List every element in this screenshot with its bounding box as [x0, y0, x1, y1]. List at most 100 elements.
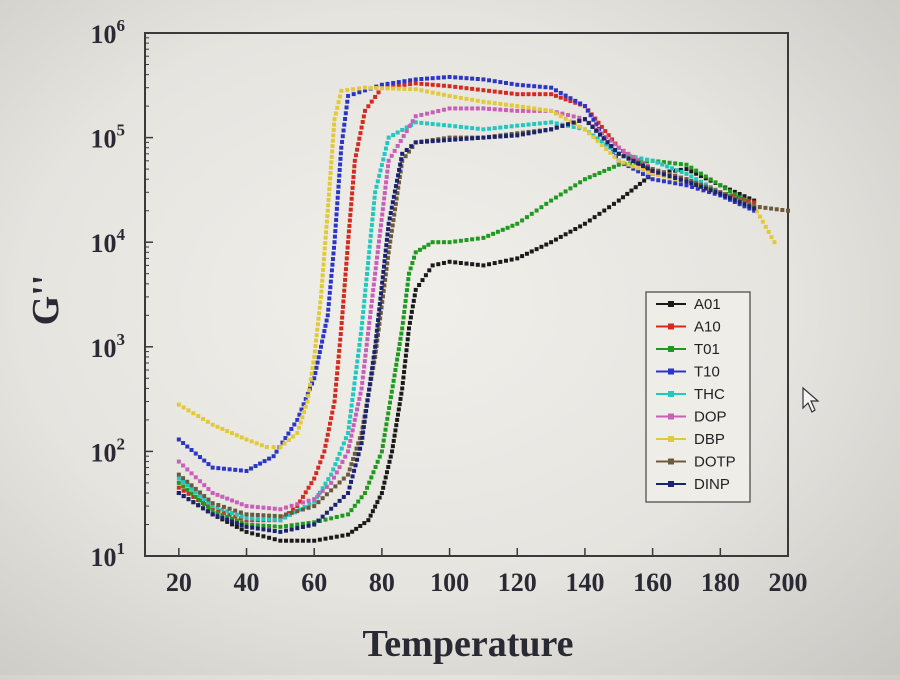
data-point	[295, 502, 300, 507]
data-point	[447, 240, 452, 245]
data-point	[678, 175, 683, 180]
data-point	[607, 205, 612, 210]
data-point	[255, 532, 260, 537]
data-point	[333, 223, 338, 228]
data-point	[327, 187, 332, 192]
data-point	[385, 169, 390, 174]
data-point	[509, 103, 514, 108]
data-point	[703, 186, 708, 191]
data-point	[349, 196, 354, 201]
data-point	[332, 240, 337, 245]
data-point	[336, 354, 341, 359]
data-point	[549, 120, 554, 125]
data-point	[193, 486, 198, 491]
data-point	[372, 350, 377, 355]
data-point	[325, 313, 330, 318]
data-point	[549, 198, 554, 203]
data-point	[370, 366, 375, 371]
legend-label: DOP	[694, 409, 727, 426]
data-point	[202, 483, 207, 488]
data-point	[233, 508, 238, 513]
data-point	[193, 490, 198, 495]
data-point	[383, 475, 388, 480]
data-point	[234, 433, 239, 438]
data-point	[578, 224, 583, 229]
data-point	[362, 88, 367, 93]
legend: A01 A10 T01 T10 THC DOP DBP DOTP DINP	[645, 291, 751, 503]
data-point	[316, 465, 321, 470]
data-point	[332, 234, 337, 239]
data-point	[393, 368, 398, 373]
data-point	[391, 86, 396, 91]
data-point	[234, 512, 239, 517]
data-point	[332, 117, 337, 122]
data-point	[333, 111, 338, 116]
data-point	[249, 439, 254, 444]
data-point	[389, 389, 394, 394]
data-point	[383, 253, 388, 258]
data-point	[640, 168, 645, 173]
data-point	[312, 522, 317, 527]
data-point	[549, 108, 554, 113]
data-point	[334, 206, 339, 211]
data-point	[234, 500, 239, 505]
data-point	[360, 375, 365, 380]
data-point	[295, 509, 300, 514]
data-point	[391, 218, 396, 223]
data-point	[239, 527, 244, 532]
data-point	[492, 126, 497, 131]
data-point	[298, 499, 303, 504]
data-point	[354, 526, 359, 531]
data-point	[690, 184, 695, 189]
data-point	[324, 219, 329, 224]
data-point	[324, 484, 329, 489]
data-point	[371, 282, 376, 287]
data-point	[492, 107, 497, 112]
data-point	[343, 277, 348, 282]
data-point	[353, 153, 358, 158]
data-point	[330, 262, 335, 267]
data-point	[349, 462, 354, 467]
data-point	[689, 165, 694, 170]
data-point	[220, 507, 225, 512]
data-point	[250, 522, 255, 527]
data-point	[364, 342, 369, 347]
data-point	[262, 459, 267, 464]
data-point	[346, 430, 351, 435]
data-point	[351, 175, 356, 180]
data-point	[436, 83, 441, 88]
data-point	[250, 512, 255, 517]
data-point	[526, 131, 531, 136]
legend-swatch-marker	[668, 436, 674, 442]
data-point	[326, 427, 331, 432]
series-t01	[176, 158, 757, 529]
data-point	[401, 315, 406, 320]
data-point	[331, 467, 336, 472]
data-point	[568, 99, 573, 104]
data-point	[742, 198, 747, 203]
data-point	[520, 123, 525, 128]
data-point	[347, 223, 352, 228]
data-point	[361, 310, 366, 315]
data-point	[206, 500, 211, 505]
data-point	[378, 310, 383, 315]
data-point	[631, 164, 636, 169]
data-point	[358, 131, 363, 136]
data-point	[328, 171, 333, 176]
data-point	[487, 100, 492, 105]
data-point	[616, 145, 621, 150]
data-point	[684, 179, 689, 184]
data-point	[239, 502, 244, 507]
data-point	[402, 364, 407, 369]
data-point	[384, 237, 389, 242]
data-point	[338, 156, 343, 161]
data-point	[515, 104, 520, 109]
data-point	[267, 513, 272, 518]
data-point	[698, 184, 703, 189]
data-point	[515, 108, 520, 113]
data-point	[412, 255, 417, 260]
data-point	[441, 138, 446, 143]
data-point	[349, 202, 354, 207]
data-point	[436, 262, 441, 267]
data-point	[284, 505, 289, 510]
